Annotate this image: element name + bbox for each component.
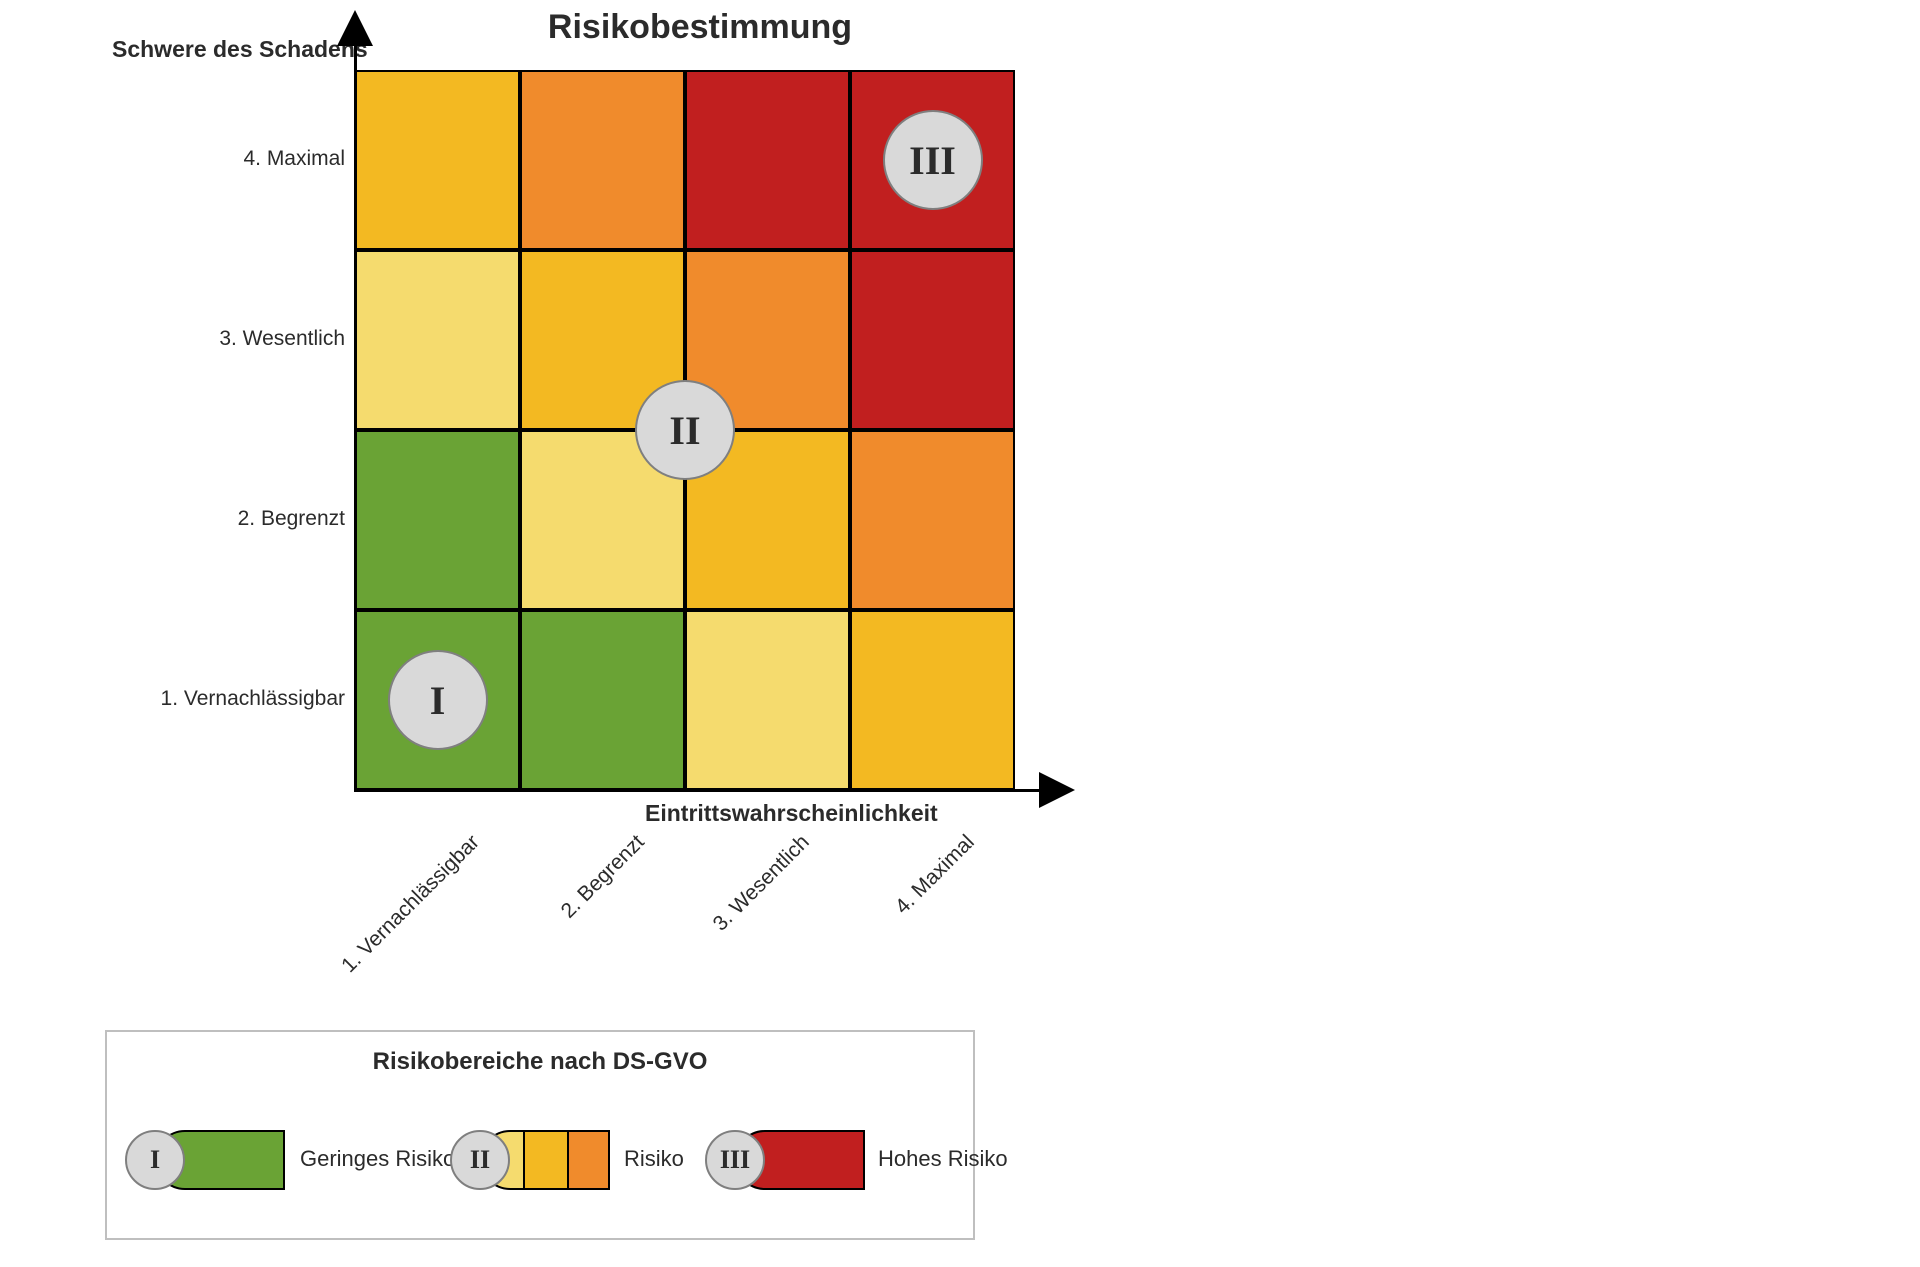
y-axis-title: Schwere des Schadens bbox=[112, 36, 368, 63]
matrix-cell bbox=[355, 70, 520, 250]
risk-matrix-diagram: Risikobestimmung Schwere des Schadens Ei… bbox=[0, 0, 1920, 1267]
badge-III: III bbox=[883, 110, 983, 210]
x-axis-tick-label: 2. Begrenzt bbox=[477, 830, 649, 1002]
y-axis-tick-label: 4. Maximal bbox=[90, 147, 345, 170]
y-axis-tick-label: 2. Begrenzt bbox=[90, 507, 345, 530]
x-axis-arrowhead-icon bbox=[1039, 772, 1075, 808]
y-axis-line bbox=[354, 28, 357, 792]
legend-title: Risikobereiche nach DS-GVO bbox=[105, 1048, 975, 1076]
matrix-cell bbox=[355, 430, 520, 610]
x-axis-title: Eintrittswahrscheinlichkeit bbox=[645, 800, 938, 827]
matrix-cell bbox=[685, 70, 850, 250]
legend-label: Risiko bbox=[624, 1146, 684, 1172]
legend-swatch bbox=[523, 1130, 566, 1190]
legend-badge: III bbox=[705, 1130, 765, 1190]
y-axis-tick-label: 1. Vernachlässigbar bbox=[90, 687, 345, 710]
legend-badge: I bbox=[125, 1130, 185, 1190]
x-axis-line bbox=[354, 789, 1058, 792]
matrix-cell bbox=[850, 430, 1015, 610]
badge-II: II bbox=[635, 380, 735, 480]
legend-label: Hohes Risiko bbox=[878, 1146, 1008, 1172]
chart-title: Risikobestimmung bbox=[420, 8, 980, 47]
matrix-cell bbox=[355, 250, 520, 430]
legend-badge: II bbox=[450, 1130, 510, 1190]
x-axis-tick-label: 1. Vernachlässigbar bbox=[312, 830, 484, 1002]
legend-swatch bbox=[567, 1130, 610, 1190]
matrix-cell bbox=[850, 250, 1015, 430]
matrix-cell bbox=[850, 610, 1015, 790]
matrix-cell bbox=[520, 70, 685, 250]
x-axis-tick-label: 4. Maximal bbox=[807, 830, 979, 1002]
matrix-cell bbox=[520, 610, 685, 790]
matrix-cell bbox=[685, 610, 850, 790]
legend-label: Geringes Risiko bbox=[300, 1146, 455, 1172]
y-axis-arrowhead-icon bbox=[337, 10, 373, 46]
x-axis-tick-label: 3. Wesentlich bbox=[642, 830, 814, 1002]
y-axis-tick-label: 3. Wesentlich bbox=[90, 327, 345, 350]
badge-I: I bbox=[388, 650, 488, 750]
